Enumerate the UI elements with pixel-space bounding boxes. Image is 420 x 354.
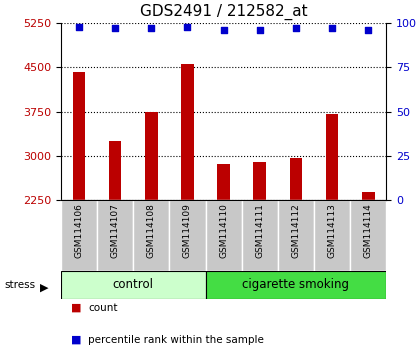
Point [257, 27, 263, 33]
Bar [181, 64, 194, 200]
Text: GSM114112: GSM114112 [291, 204, 300, 258]
Bar [254, 162, 266, 200]
Text: count: count [88, 303, 118, 313]
Text: ■: ■ [71, 303, 82, 313]
Text: GSM114109: GSM114109 [183, 204, 192, 258]
Bar [145, 112, 158, 200]
Point [220, 27, 227, 33]
Bar [205, 271, 386, 299]
Bar [61, 271, 205, 299]
Bar [169, 200, 205, 271]
Bar [326, 114, 339, 200]
Point [365, 27, 372, 33]
Bar [97, 200, 133, 271]
Text: GSM114114: GSM114114 [364, 204, 373, 258]
Text: GSM114107: GSM114107 [110, 204, 120, 258]
Bar [205, 200, 242, 271]
Bar [217, 164, 230, 200]
Point [184, 24, 191, 29]
Bar [73, 72, 85, 200]
Text: stress: stress [4, 280, 35, 290]
Bar [278, 200, 314, 271]
Bar [109, 141, 121, 200]
Bar [61, 200, 97, 271]
Bar [133, 200, 169, 271]
Text: GSM114108: GSM114108 [147, 204, 156, 258]
Title: GDS2491 / 212582_at: GDS2491 / 212582_at [140, 4, 307, 20]
Bar [314, 200, 350, 271]
Text: GSM114110: GSM114110 [219, 204, 228, 258]
Point [329, 25, 336, 31]
Text: ■: ■ [71, 335, 82, 345]
Text: GSM114111: GSM114111 [255, 204, 264, 258]
Point [293, 25, 299, 31]
Text: GSM114113: GSM114113 [328, 204, 337, 258]
Text: GSM114106: GSM114106 [74, 204, 84, 258]
Point [112, 25, 118, 31]
Text: percentile rank within the sample: percentile rank within the sample [88, 335, 264, 345]
Bar [350, 200, 386, 271]
Bar [242, 200, 278, 271]
Text: control: control [113, 279, 154, 291]
Bar [362, 192, 375, 200]
Text: cigarette smoking: cigarette smoking [242, 279, 349, 291]
Point [148, 25, 155, 31]
Point [76, 24, 82, 29]
Bar [290, 158, 302, 200]
Text: ▶: ▶ [40, 282, 48, 292]
